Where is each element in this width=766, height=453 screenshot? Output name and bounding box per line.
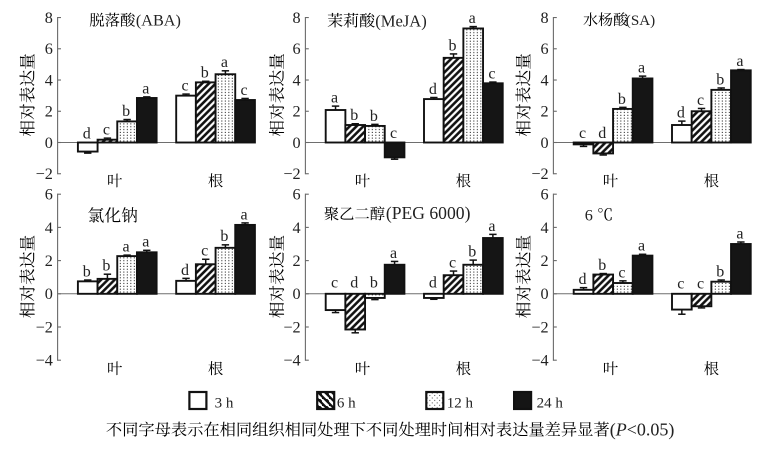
svg-text:b: b bbox=[122, 103, 130, 120]
svg-text:12 h: 12 h bbox=[447, 396, 474, 412]
svg-text:d: d bbox=[350, 274, 358, 291]
svg-text:0: 0 bbox=[293, 285, 301, 303]
svg-text:c: c bbox=[449, 254, 456, 271]
svg-text:−2: −2 bbox=[283, 165, 300, 183]
svg-text:4: 4 bbox=[45, 71, 53, 89]
svg-text:c: c bbox=[390, 125, 397, 142]
svg-text:d: d bbox=[429, 274, 437, 291]
svg-text:d: d bbox=[598, 125, 606, 142]
svg-text:a: a bbox=[331, 90, 338, 107]
svg-text:6: 6 bbox=[293, 40, 301, 58]
svg-text:c: c bbox=[201, 243, 208, 260]
svg-text:c: c bbox=[579, 125, 586, 142]
svg-text:2: 2 bbox=[541, 103, 549, 121]
svg-text:3 h: 3 h bbox=[215, 396, 234, 412]
svg-text:(MeJA): (MeJA) bbox=[375, 11, 427, 30]
svg-text:b: b bbox=[468, 244, 476, 261]
svg-text:a: a bbox=[123, 239, 130, 256]
svg-text:6: 6 bbox=[45, 40, 53, 58]
svg-text:6: 6 bbox=[541, 40, 549, 58]
svg-text:b: b bbox=[716, 71, 724, 88]
svg-text:a: a bbox=[469, 10, 476, 27]
svg-text:2: 2 bbox=[293, 252, 301, 270]
svg-text:a: a bbox=[142, 80, 149, 97]
svg-text:4: 4 bbox=[541, 71, 549, 89]
svg-text:−4: −4 bbox=[531, 352, 548, 370]
svg-text:c: c bbox=[241, 82, 248, 99]
svg-text:2: 2 bbox=[45, 103, 53, 121]
svg-text:24 h: 24 h bbox=[537, 396, 564, 412]
svg-text:b: b bbox=[83, 263, 91, 280]
svg-text:a: a bbox=[736, 53, 743, 70]
svg-text:(P<0.05): (P<0.05) bbox=[610, 419, 675, 440]
svg-text:−4: −4 bbox=[36, 352, 53, 370]
svg-text:6: 6 bbox=[293, 186, 301, 204]
svg-text:a: a bbox=[390, 245, 397, 262]
svg-text:c: c bbox=[697, 92, 704, 109]
svg-text:c: c bbox=[618, 264, 625, 281]
svg-text:2: 2 bbox=[293, 103, 301, 121]
svg-text:8: 8 bbox=[541, 9, 549, 27]
svg-text:6: 6 bbox=[541, 186, 549, 204]
svg-text:4: 4 bbox=[293, 219, 301, 237]
svg-text:(SA): (SA) bbox=[626, 13, 655, 29]
svg-text:b: b bbox=[449, 37, 457, 54]
svg-text:−2: −2 bbox=[36, 318, 53, 336]
svg-text:d: d bbox=[83, 126, 91, 143]
svg-text:8: 8 bbox=[45, 9, 53, 27]
svg-text:c: c bbox=[331, 274, 338, 291]
svg-text:(PEG 6000): (PEG 6000) bbox=[386, 203, 471, 223]
svg-text:a: a bbox=[638, 238, 645, 255]
svg-text:b: b bbox=[350, 107, 358, 124]
svg-text:0: 0 bbox=[293, 134, 301, 152]
svg-text:c: c bbox=[181, 77, 188, 94]
svg-text:d: d bbox=[579, 271, 587, 288]
svg-text:a: a bbox=[241, 206, 248, 223]
svg-text:b: b bbox=[370, 274, 378, 291]
svg-text:c: c bbox=[103, 122, 110, 139]
svg-text:d: d bbox=[429, 81, 437, 98]
svg-text:b: b bbox=[370, 108, 378, 125]
svg-text:0: 0 bbox=[541, 285, 549, 303]
svg-text:0: 0 bbox=[45, 285, 53, 303]
svg-text:b: b bbox=[716, 263, 724, 280]
svg-text:−2: −2 bbox=[531, 165, 548, 183]
svg-text:a: a bbox=[488, 218, 495, 235]
svg-text:d: d bbox=[181, 262, 189, 279]
svg-text:6 h: 6 h bbox=[337, 396, 356, 412]
svg-text:2: 2 bbox=[541, 252, 549, 270]
svg-text:a: a bbox=[142, 234, 149, 251]
svg-text:b: b bbox=[102, 258, 110, 275]
svg-text:−2: −2 bbox=[531, 318, 548, 336]
svg-text:−2: −2 bbox=[36, 165, 53, 183]
svg-text:a: a bbox=[736, 225, 743, 242]
svg-text:d: d bbox=[677, 105, 685, 122]
svg-text:c: c bbox=[697, 276, 704, 293]
svg-text:6: 6 bbox=[45, 186, 53, 204]
svg-text:a: a bbox=[221, 54, 228, 71]
svg-text:−2: −2 bbox=[283, 318, 300, 336]
svg-text:c: c bbox=[488, 65, 495, 82]
svg-text:−4: −4 bbox=[283, 352, 300, 370]
svg-text:b: b bbox=[598, 257, 606, 274]
svg-text:8: 8 bbox=[293, 9, 301, 27]
svg-text:4: 4 bbox=[45, 219, 53, 237]
svg-text:4: 4 bbox=[541, 219, 549, 237]
svg-text:4: 4 bbox=[293, 71, 301, 89]
svg-text:0: 0 bbox=[541, 134, 549, 152]
svg-text:c: c bbox=[677, 276, 684, 293]
svg-text:a: a bbox=[638, 60, 645, 77]
svg-text:b: b bbox=[618, 91, 626, 108]
svg-text:(ABA): (ABA) bbox=[136, 12, 181, 30]
svg-text:0: 0 bbox=[45, 134, 53, 152]
svg-text:b: b bbox=[201, 65, 209, 82]
svg-text:6: 6 bbox=[585, 206, 593, 224]
svg-text:b: b bbox=[220, 228, 228, 245]
svg-text:2: 2 bbox=[45, 252, 53, 270]
